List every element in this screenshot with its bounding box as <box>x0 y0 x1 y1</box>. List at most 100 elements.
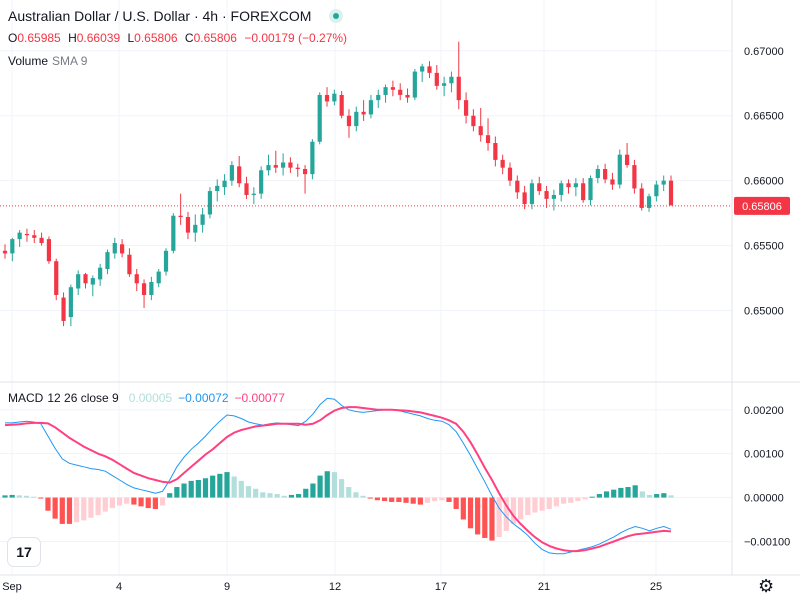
candle-body <box>178 215 183 218</box>
histogram-bar <box>167 493 173 498</box>
candle-body <box>427 66 432 73</box>
candle-body <box>281 162 286 168</box>
histogram-bar <box>510 497 517 524</box>
ohlc-legend: O0.65985 H0.66039 L0.65806 C0.65806 −0.0… <box>8 31 351 45</box>
candle-body <box>83 274 88 284</box>
histogram-bar <box>174 487 180 498</box>
live-status-icon <box>329 9 344 23</box>
time-tick-label: 17 <box>435 581 447 593</box>
candle-body <box>398 89 403 95</box>
candle-body <box>654 184 659 197</box>
candle-body <box>566 183 571 188</box>
open-label: O <box>8 31 18 45</box>
histogram-bar <box>217 473 223 498</box>
candle-body <box>10 239 15 254</box>
histogram-bar <box>389 497 395 502</box>
candle-body <box>134 274 139 284</box>
histogram-bar <box>553 497 560 507</box>
histogram-bar <box>374 497 380 501</box>
candle-body <box>668 180 674 206</box>
macd-signal-value: −0.00077 <box>234 391 285 405</box>
candle-body <box>493 143 498 160</box>
candle-body <box>310 141 315 175</box>
histogram-bar <box>145 497 151 509</box>
histogram-bar <box>288 494 295 498</box>
macd-tick-label: 0.00200 <box>744 405 784 417</box>
histogram-bar <box>210 475 216 498</box>
candle-body <box>156 271 161 284</box>
candle-body <box>149 281 154 295</box>
candle-body <box>551 194 557 199</box>
candle-body <box>90 278 95 285</box>
histogram-bar <box>52 497 58 519</box>
candle-body <box>317 94 322 142</box>
candle-body <box>529 183 535 205</box>
candle-body <box>463 100 469 116</box>
histogram-bar <box>546 497 552 509</box>
gear-icon[interactable]: ⚙ <box>758 576 775 596</box>
candle-body <box>288 162 293 168</box>
candle-body <box>573 183 578 188</box>
histogram-bar <box>131 497 137 505</box>
histogram-bar <box>346 487 352 498</box>
change-value: −0.00179 (−0.27%) <box>244 31 348 45</box>
histogram-bar <box>159 497 166 506</box>
histogram-bar <box>310 483 316 498</box>
histogram-bar <box>224 472 230 498</box>
histogram-bar <box>482 497 488 538</box>
symbol-title[interactable]: Australian Dollar / U.S. Dollar · 4h · F… <box>8 8 312 24</box>
histogram-bar <box>23 495 30 498</box>
histogram-bar <box>324 471 330 498</box>
candle-body <box>624 154 630 166</box>
candle-body <box>507 167 513 181</box>
price-tick-label: 0.66000 <box>744 176 784 188</box>
histogram-bar <box>603 491 610 498</box>
histogram-bar <box>475 497 481 535</box>
candle-body <box>456 76 461 101</box>
histogram-bar <box>560 497 567 504</box>
candle-body <box>163 250 169 272</box>
tradingview-logo-icon[interactable]: 17 <box>8 538 40 566</box>
histogram-bar <box>582 497 588 500</box>
volume-legend[interactable]: Volume SMA 9 <box>8 54 87 68</box>
high-value: 0.66039 <box>76 31 121 45</box>
histogram-bar <box>260 492 266 498</box>
candle-body <box>595 168 600 179</box>
macd-tick-label: 0.00000 <box>744 493 784 505</box>
histogram-bar <box>202 478 209 498</box>
price-tick-label: 0.66500 <box>744 111 784 123</box>
time-tick-label: 25 <box>650 581 662 593</box>
candle-body <box>185 217 191 233</box>
macd-legend[interactable]: MACD 12 26 close 9 0.00005 −0.00072 −0.00077 <box>8 391 285 405</box>
candle-body <box>544 191 549 199</box>
candle-body <box>639 188 644 208</box>
candle-body <box>361 111 366 115</box>
candle-body <box>105 252 110 269</box>
histogram-bar <box>639 491 645 498</box>
candle-body <box>237 166 242 184</box>
histogram-bar <box>274 494 280 498</box>
low-value: 0.65806 <box>134 31 178 45</box>
histogram-bar <box>532 497 538 513</box>
histogram-bar <box>654 494 660 498</box>
histogram-bar <box>417 497 423 505</box>
candle-body <box>259 170 264 194</box>
candle-body <box>405 94 410 98</box>
candle-body <box>339 94 344 116</box>
candle-body <box>581 183 586 201</box>
candle-body <box>266 165 271 171</box>
histogram-bar <box>539 497 545 511</box>
histogram-bar <box>432 497 438 502</box>
price-tick-label: 0.67000 <box>744 46 784 58</box>
histogram-bar <box>575 497 581 502</box>
histogram-bar <box>66 497 73 524</box>
histogram-bar <box>367 497 373 499</box>
histogram-bar <box>181 483 187 498</box>
macd-label: MACD <box>8 391 44 405</box>
histogram-bar <box>596 494 602 498</box>
time-tick-label: Sep <box>2 581 22 593</box>
histogram-bar <box>124 497 130 504</box>
candle-body <box>420 66 425 72</box>
candle-body <box>478 126 483 136</box>
